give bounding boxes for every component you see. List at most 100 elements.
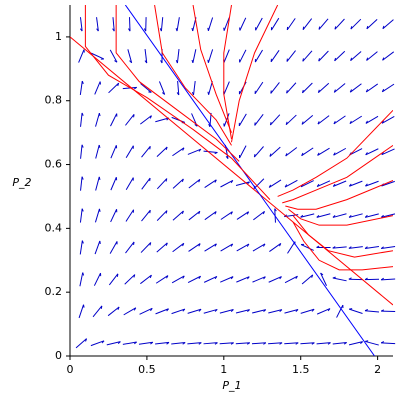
y-tick-label: 0.2 [45,285,63,298]
series-line [285,180,393,210]
field-arrow [155,308,169,315]
field-arrow-head [380,309,385,312]
field-arrow-head [279,309,283,313]
field-arrow-head [279,342,283,345]
field-arrow [172,210,184,221]
field-arrow-head [143,28,147,32]
field-arrow [366,19,378,30]
field-arrow-head [182,275,185,279]
field-arrow-head [246,276,250,280]
field-arrow-head [198,179,201,183]
field-arrow [155,341,170,345]
field-arrow-head [300,214,304,218]
field-arrow [365,148,379,156]
field-arrow [122,341,137,345]
field-arrow-head [295,275,298,279]
field-arrow-head [160,60,163,64]
field-arrow [204,243,217,252]
field-arrow [316,213,331,218]
field-arrow [156,210,168,221]
y-tick-label: 0.4 [45,221,63,234]
field-arrow-head [285,121,288,125]
field-arrow-head [381,214,384,218]
field-arrow-head [230,211,233,215]
field-arrow-head [198,211,201,215]
field-arrow-head [246,243,250,247]
field-arrow-head [285,153,288,157]
field-arrow [239,17,247,31]
field-arrow-head [348,246,352,249]
field-arrow-head [316,214,320,218]
x-tick-label: 0.5 [138,363,156,376]
field-arrow-head [81,112,84,116]
field-arrow-head [382,25,385,29]
field-arrow [79,80,83,95]
field-arrow-head [316,245,320,248]
field-arrow-head [98,208,101,212]
field-arrow-head [176,92,180,96]
field-arrow [333,147,347,156]
field-arrow-head [263,309,267,313]
field-arrow-head [230,180,234,184]
field-arrow [318,50,329,62]
field-arrow-head [165,178,168,182]
series-line [282,144,393,204]
field-arrow [334,50,346,62]
field-arrow [252,243,266,252]
field-arrow [94,81,101,95]
field-arrow [108,82,119,94]
field-arrow [300,342,315,345]
field-arrow [171,275,185,284]
field-arrow [268,276,282,283]
field-arrow-head [263,276,266,280]
field-arrow [365,180,379,187]
field-arrow-head [334,57,337,62]
field-arrow [140,242,152,253]
x-tick-label: 1.5 [292,363,310,376]
field-arrow [381,116,395,124]
field-arrow [141,209,151,222]
field-arrow-head [207,27,209,31]
field-arrow-head [208,123,211,128]
field-arrow [171,308,185,315]
field-arrow [316,308,331,315]
field-arrow-head [274,208,277,212]
y-tick-label: 0.8 [45,94,63,107]
field-arrow-head [79,28,83,32]
field-arrow [270,82,280,94]
field-arrow-head [332,276,336,279]
field-arrow [90,340,105,347]
field-arrow-head [366,25,369,30]
field-arrow [80,112,83,127]
field-arrow-head [348,214,352,218]
field-arrow [92,305,103,318]
field-arrow [187,148,202,155]
field-arrow-head [343,342,347,345]
field-arrow [220,243,233,252]
field-arrow [125,114,135,126]
series-line [288,208,393,226]
field-arrow-head [295,309,299,312]
field-arrow [204,211,217,221]
field-arrow [251,342,266,345]
field-arrow-head [133,307,137,311]
field-arrow-head [263,243,266,247]
field-arrow [252,309,266,314]
field-arrow [382,83,395,93]
field-arrow [75,338,87,349]
field-arrow [125,177,134,190]
field-arrow-head [349,120,352,124]
field-arrow-head [214,276,218,280]
field-arrow-head [348,183,352,187]
field-arrow [348,213,363,218]
field-arrow-head [366,57,369,61]
field-arrow-head [380,246,384,249]
y-tick-label: 0.6 [45,158,63,171]
field-arrow-head [269,122,272,126]
field-arrow-head [364,246,368,249]
field-arrow [285,114,297,126]
field-arrow [381,180,395,187]
field-arrow [187,308,202,314]
field-arrow [110,209,118,223]
field-arrow [366,51,378,61]
